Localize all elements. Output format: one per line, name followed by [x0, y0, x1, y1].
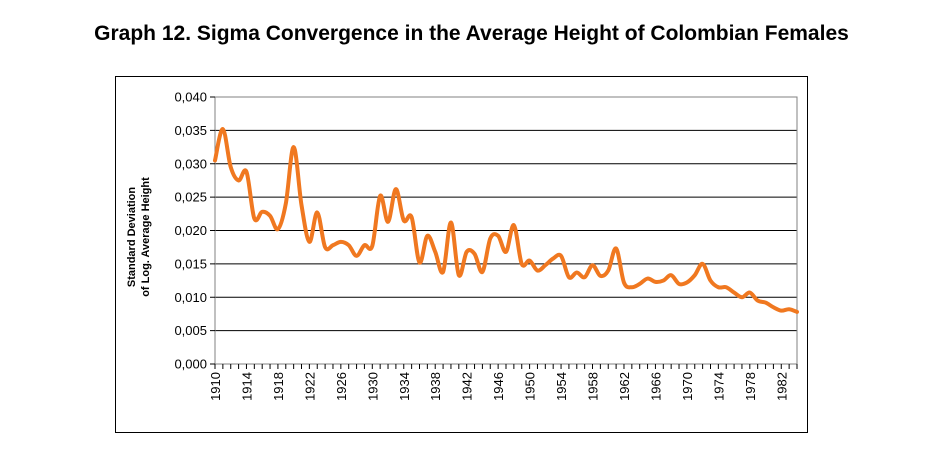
- y-tick-label: 0,030: [174, 156, 207, 171]
- x-tick-label: 1970: [680, 372, 695, 401]
- x-axis: 1910 1914 1918 1922 1926 1930 1934 1938 1942 1946…: [208, 364, 798, 401]
- chart-frame: [115, 76, 808, 433]
- x-tick-label: 1934: [397, 372, 412, 401]
- y-tick-label: 0,035: [174, 123, 207, 138]
- y-tick-label: 0,010: [174, 290, 207, 305]
- y-tick-label: 0,025: [174, 190, 207, 205]
- x-tick-label: 1950: [523, 372, 538, 401]
- x-tick-label: 1982: [774, 372, 789, 401]
- x-tick-label: 1918: [271, 372, 286, 401]
- series-line-sd-log-height: [213, 127, 799, 314]
- x-tick-label: 1946: [491, 372, 506, 401]
- y-tick-label: 0,040: [174, 90, 207, 105]
- x-tick-label: 1962: [617, 372, 632, 401]
- x-tick-label: 1910: [208, 372, 223, 401]
- x-tick-label: 1926: [334, 372, 349, 401]
- y-tick-label: 0,020: [174, 223, 207, 238]
- x-tick-label: 1974: [711, 372, 726, 401]
- y-axis-label-line2: of Log. Average Height: [140, 177, 152, 297]
- x-tick-label: 1958: [586, 372, 601, 401]
- x-tick-label: 1954: [554, 372, 569, 401]
- y-tick-label: 0,015: [174, 256, 207, 271]
- x-tick-label: 1966: [648, 372, 663, 401]
- x-tick-label: 1922: [302, 372, 317, 401]
- x-tick-label: 1942: [460, 372, 475, 401]
- y-tick-label: 0,005: [174, 323, 207, 338]
- y-axis-label-line1: Standard Deviation: [126, 187, 138, 288]
- y-tick-label: 0,000: [174, 357, 207, 372]
- x-tick-label: 1938: [428, 372, 443, 401]
- x-tick-label: 1930: [365, 372, 380, 401]
- y-axis: 0,000 0,005 0,010 0,015 0,020 0,025 0,030 0,035…: [174, 90, 215, 372]
- x-tick-label: 1978: [743, 372, 758, 401]
- x-tick-label: 1914: [239, 372, 254, 401]
- chart-title: Graph 12. Sigma Convergence in the Avera…: [94, 22, 849, 45]
- gridlines: [215, 129, 797, 332]
